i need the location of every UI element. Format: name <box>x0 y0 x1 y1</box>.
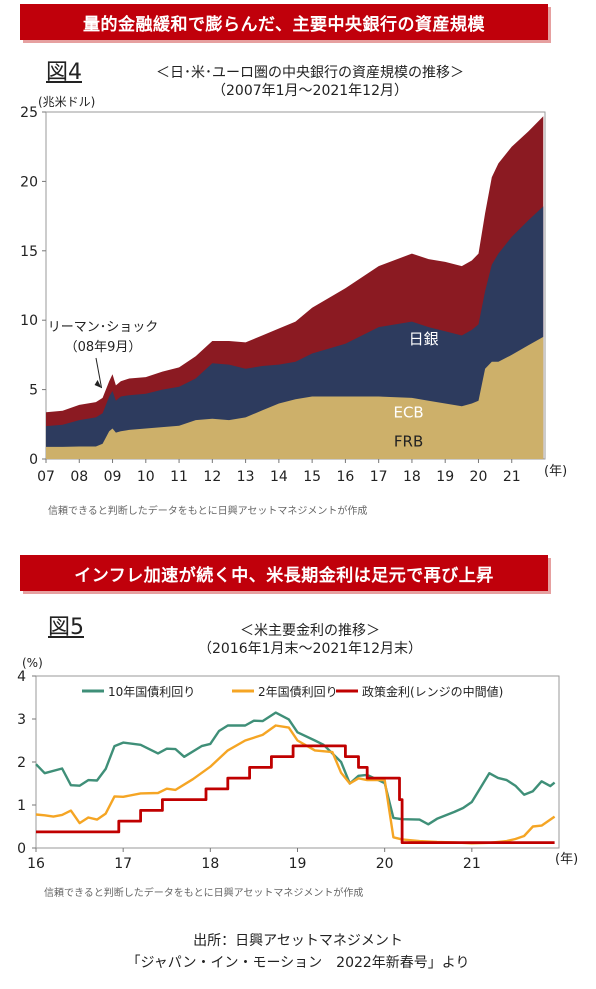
chart-title-line: ＜米主要金利の推移＞ <box>240 623 380 639</box>
y-tick-label: 25 <box>20 105 38 121</box>
line-series-10年国債利回り <box>35 711 556 826</box>
x-tick-label: 10 <box>137 469 155 485</box>
area-series-ECB <box>46 206 544 459</box>
x-axis-unit: (年) <box>555 852 578 867</box>
x-tick-label: 12 <box>203 469 221 485</box>
x-tick-label: 17 <box>370 469 388 485</box>
x-tick-label: 08 <box>70 469 88 485</box>
x-tick-label: 13 <box>237 469 255 485</box>
figure-label: 図5 <box>48 615 84 640</box>
series-label-FRB: FRB <box>394 433 423 451</box>
legend-label: 政策金利(レンジの中間値) <box>362 684 503 699</box>
series-label-日銀: 日銀 <box>409 330 439 348</box>
figure-label: 図4 <box>46 60 82 85</box>
chart-title: ＜米主要金利の推移＞ （2016年1月末～2021年12月末） <box>150 622 470 658</box>
x-tick-label: 21 <box>503 469 521 485</box>
line-series-政策金利(レンジの中間値) <box>36 744 555 844</box>
y-axis-unit: (兆米ドル) <box>38 95 95 109</box>
area-series-FRB <box>46 336 544 459</box>
chart-subtitle-line: （2007年1月～2021年12月） <box>212 83 408 99</box>
chart-subtitle-line: （2016年1月末～2021年12月末） <box>198 641 422 657</box>
y-tick-label: 0 <box>29 452 38 468</box>
x-tick-label: 21 <box>463 856 481 872</box>
y-tick-label: 10 <box>20 313 38 329</box>
footer-credit: 出所：日興アセットマネジメント 「ジャパン・イン・モーション 2022年新春号」… <box>0 930 596 974</box>
y-tick-label: 2 <box>17 755 26 771</box>
section-banner-2: インフレ加速が続く中、米長期金利は足元で再び上昇 <box>20 555 548 591</box>
x-tick-label: 16 <box>27 856 45 872</box>
footer-publication-line: 「ジャパン・イン・モーション 2022年新春号」より <box>126 955 470 971</box>
y-tick-label: 0 <box>17 841 26 857</box>
interest-rate-line-chart: 0 1 2 3 4 16 17 18 19 20 21 (%) (年) 10年国債利回り 2年国債利回り 政策… <box>17 656 578 872</box>
x-tick-label: 11 <box>170 469 188 485</box>
annotation-arrowhead <box>94 380 102 389</box>
chart-source-note: 信頼できると判断したデータをもとに日興アセットマネジメントが作成 <box>48 506 368 517</box>
x-tick-label: 16 <box>336 469 354 485</box>
chart-title-line: ＜日･米･ユーロ圏の中央銀行の資産規模の推移＞ <box>156 65 464 81</box>
y-axis-unit: (%) <box>22 656 43 670</box>
x-tick-label: 09 <box>104 469 122 485</box>
y-tick-label: 3 <box>17 712 26 728</box>
annotation-text: リーマン･ショック <box>48 320 159 335</box>
x-tick-label: 07 <box>37 469 55 485</box>
balance-sheet-area-chart: 0 5 10 15 20 25 07 08 09 10 11 12 13 14 15 16 17 18 19 20 21… <box>20 95 567 485</box>
x-axis-unit: (年) <box>544 464 567 479</box>
x-tick-label: 20 <box>376 856 394 872</box>
x-tick-label: 19 <box>436 469 454 485</box>
x-tick-label: 17 <box>114 856 132 872</box>
y-tick-label: 15 <box>20 244 38 260</box>
y-tick-label: 1 <box>17 798 26 814</box>
chart-source-note: 信頼できると判断したデータをもとに日興アセットマネジメントが作成 <box>44 888 364 899</box>
legend-label: 2年国債利回り <box>258 684 338 699</box>
y-tick-label: 5 <box>29 383 38 399</box>
legend-label: 10年国債利回り <box>108 684 195 699</box>
x-tick-label: 18 <box>201 856 219 872</box>
series-label-ECB: ECB <box>393 403 423 421</box>
chart-title: ＜日･米･ユーロ圏の中央銀行の資産規模の推移＞ （2007年1月～2021年12… <box>80 64 540 100</box>
y-tick-label: 20 <box>20 174 38 190</box>
plot-area <box>35 675 560 849</box>
x-tick-label: 19 <box>289 856 307 872</box>
footer-source-line: 出所：日興アセットマネジメント <box>193 933 403 949</box>
x-tick-label: 15 <box>303 469 321 485</box>
x-tick-label: 18 <box>403 469 421 485</box>
x-tick-label: 20 <box>470 469 488 485</box>
annotation-text: （08年9月） <box>65 340 142 355</box>
annotation-arrow <box>95 357 103 389</box>
section-banner-1: 量的金融緩和で膨らんだ、主要中央銀行の資産規模 <box>20 4 548 40</box>
y-tick-label: 4 <box>17 669 26 685</box>
x-tick-label: 14 <box>270 469 288 485</box>
